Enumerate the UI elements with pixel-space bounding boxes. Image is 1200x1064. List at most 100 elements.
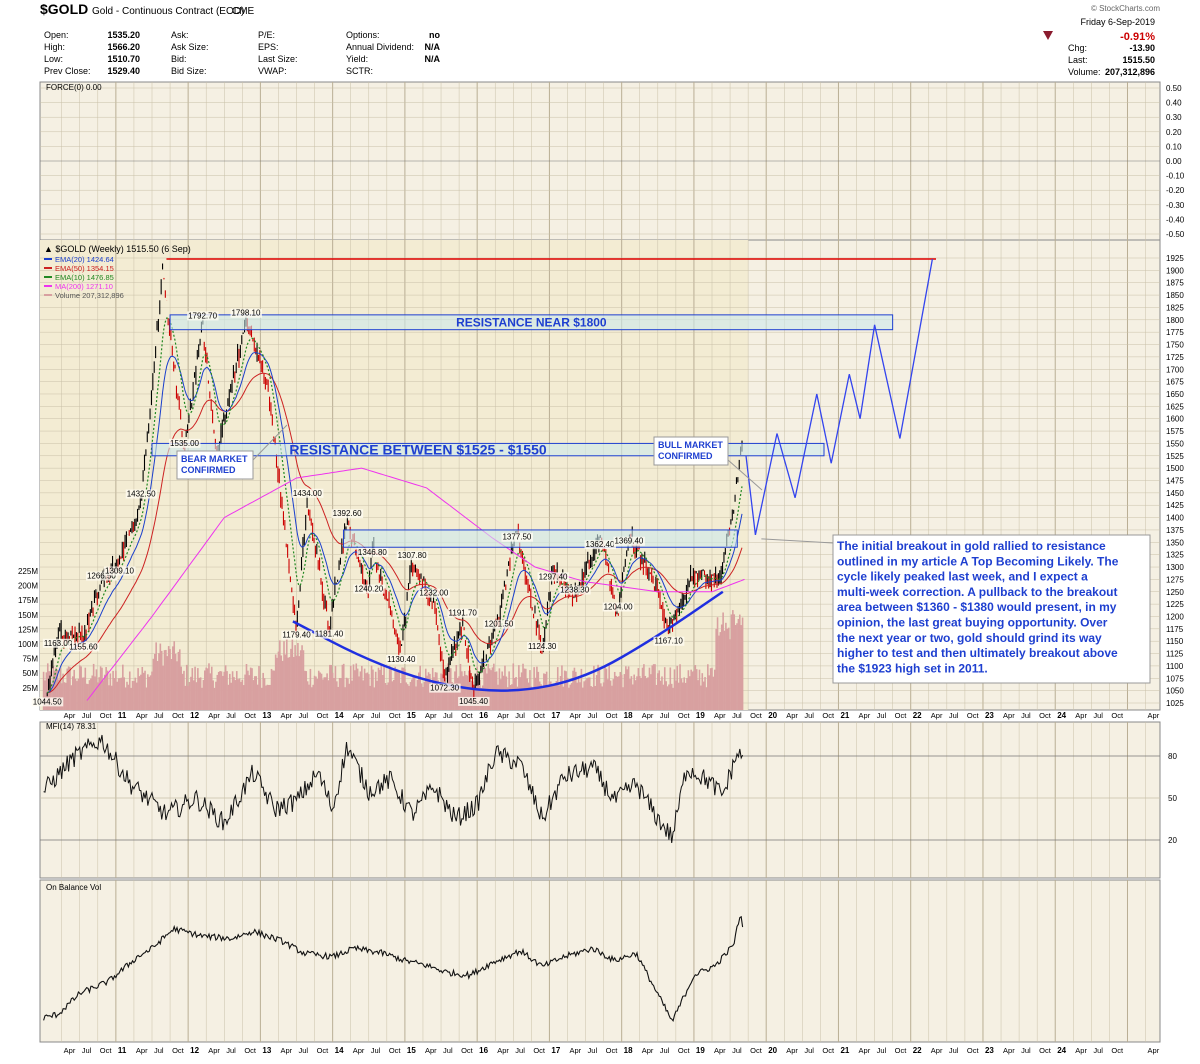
- volume-bar: [619, 671, 622, 710]
- price-label: 1204.00: [604, 602, 633, 611]
- volume-bar: [424, 668, 427, 710]
- volume-bar: [469, 670, 472, 710]
- y-tick-label: 0.40: [1166, 99, 1182, 108]
- volume-bar: [369, 685, 371, 710]
- volume-bar: [44, 680, 46, 710]
- volume-bar: [394, 666, 396, 710]
- x-month-label: Jul: [515, 1046, 525, 1055]
- x-year-label: 24: [1057, 711, 1066, 720]
- x-year-label: 22: [913, 711, 922, 720]
- volume-bar: [372, 669, 374, 710]
- price-label-bg: [458, 696, 490, 706]
- stat-value: 207,312,896: [1105, 67, 1155, 77]
- y-tick-label: 1825: [1166, 303, 1184, 312]
- volume-bar: [91, 675, 94, 710]
- note-text: multi-week correction. A pullback to the…: [837, 585, 1118, 599]
- y-tick-label: 1075: [1166, 674, 1184, 683]
- volume-bar: [265, 685, 267, 710]
- x-month-label: Oct: [317, 711, 330, 720]
- volume-bar: [42, 671, 45, 710]
- y-tick-label: 1400: [1166, 514, 1184, 523]
- volume-bar: [134, 677, 137, 710]
- volume-bar: [591, 686, 594, 710]
- volume-bar: [408, 685, 410, 710]
- volume-bar: [365, 673, 367, 710]
- volume-bar: [51, 683, 53, 710]
- y-tick-label: -0.40: [1166, 215, 1185, 224]
- volume-bar: [262, 672, 264, 710]
- x-month-label: Oct: [533, 1046, 546, 1055]
- x-axis-price: Apr Jul Oct 11 Apr Jul Oct 12 Apr Jul Oct 13 Apr Jul O…: [64, 711, 1160, 720]
- x-month-label: Oct: [389, 1046, 402, 1055]
- volume-bar: [732, 610, 734, 710]
- y-tick-label: 1750: [1166, 341, 1184, 350]
- volume-bar: [56, 669, 59, 710]
- volume-bar: [691, 671, 694, 710]
- volume-bar: [399, 683, 402, 710]
- volume-bar: [324, 677, 327, 710]
- y-tick-label: 1775: [1166, 328, 1184, 337]
- y-tick-label: 1175: [1166, 625, 1184, 634]
- volume-bar: [595, 675, 598, 710]
- volume-bar: [402, 667, 405, 710]
- x-month-label: Oct: [967, 1046, 980, 1055]
- volume-bar: [605, 668, 608, 710]
- volume-bar: [159, 643, 162, 710]
- volume-bar: [153, 653, 156, 710]
- x-month-label: Oct: [750, 1046, 763, 1055]
- volume-bar: [169, 649, 171, 710]
- stat-label: Annual Dividend:: [346, 42, 414, 52]
- volume-tick-label: 225M: [18, 567, 38, 576]
- volume-bar: [659, 680, 662, 710]
- y-tick-label: 80: [1168, 752, 1177, 761]
- volume-bar: [229, 673, 231, 710]
- force-label: FORCE(0) 0.00: [46, 83, 102, 92]
- volume-bar: [213, 687, 216, 710]
- annotation-text: CONFIRMED: [658, 451, 713, 461]
- price-label: 1297.40: [539, 572, 568, 581]
- x-year-label: 11: [118, 1046, 127, 1055]
- stat-label: Yield:: [346, 54, 368, 64]
- x-month-label: Apr: [136, 1046, 148, 1055]
- price-label: 1266.50: [87, 572, 116, 581]
- volume-bar: [726, 628, 729, 710]
- y-tick-label: 1200: [1166, 612, 1184, 621]
- volume-bar: [172, 646, 174, 710]
- volume-bar: [518, 665, 520, 710]
- volume-bar: [103, 674, 106, 710]
- volume-bar: [633, 674, 635, 710]
- x-month-label: Oct: [1111, 711, 1124, 720]
- volume-bar: [565, 671, 567, 710]
- volume-bar: [722, 612, 724, 710]
- volume-bar: [99, 666, 102, 710]
- x-year-label: 20: [768, 711, 777, 720]
- volume-bar: [381, 674, 384, 710]
- volume-bar: [430, 685, 433, 710]
- volume-bar: [301, 645, 303, 710]
- x-month-label: Apr: [569, 1046, 581, 1055]
- volume-bar: [273, 670, 276, 710]
- volume-bar: [233, 677, 235, 710]
- volume-bar: [222, 675, 224, 710]
- volume-bar: [580, 668, 583, 710]
- volume-bar: [190, 676, 192, 710]
- x-month-label: Apr: [859, 1046, 871, 1055]
- volume-bar: [237, 679, 239, 710]
- annotation-box: [176, 450, 254, 480]
- note-text: area between $1360 - $1380 would present…: [837, 600, 1117, 614]
- volume-bar: [322, 679, 324, 710]
- y-tick-label: 1800: [1166, 316, 1184, 325]
- volume-bar: [291, 639, 294, 710]
- volume-bar: [145, 687, 148, 710]
- volume-bar: [433, 677, 435, 710]
- x-month-label: Apr: [714, 711, 726, 720]
- x-month-label: Apr: [280, 711, 292, 720]
- symbol-name: Gold - Continuous Contract (EOD): [92, 6, 244, 17]
- volume-bar: [373, 687, 376, 710]
- x-month-label: Jul: [588, 711, 598, 720]
- x-month-label: Oct: [317, 1046, 330, 1055]
- price-label-bg: [230, 308, 262, 318]
- volume-bar: [258, 666, 260, 710]
- x-month-label: Apr: [1003, 711, 1015, 720]
- volume-bar: [422, 686, 424, 710]
